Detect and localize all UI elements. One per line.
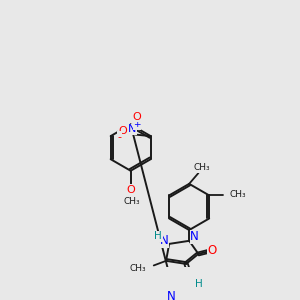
Text: H: H [195,279,203,289]
Text: CH₃: CH₃ [124,197,140,206]
Text: N: N [190,230,199,244]
Text: N: N [167,290,176,300]
Text: -: - [118,132,122,142]
Text: CH₃: CH₃ [129,264,146,273]
Text: H: H [154,231,162,241]
Text: N: N [160,234,169,247]
Text: O: O [126,185,135,195]
Text: N: N [128,124,136,134]
Text: +: + [133,120,140,129]
Text: O: O [208,244,217,256]
Text: CH₃: CH₃ [229,190,246,199]
Text: CH₃: CH₃ [194,163,211,172]
Text: O: O [118,126,127,136]
Text: O: O [132,112,141,122]
